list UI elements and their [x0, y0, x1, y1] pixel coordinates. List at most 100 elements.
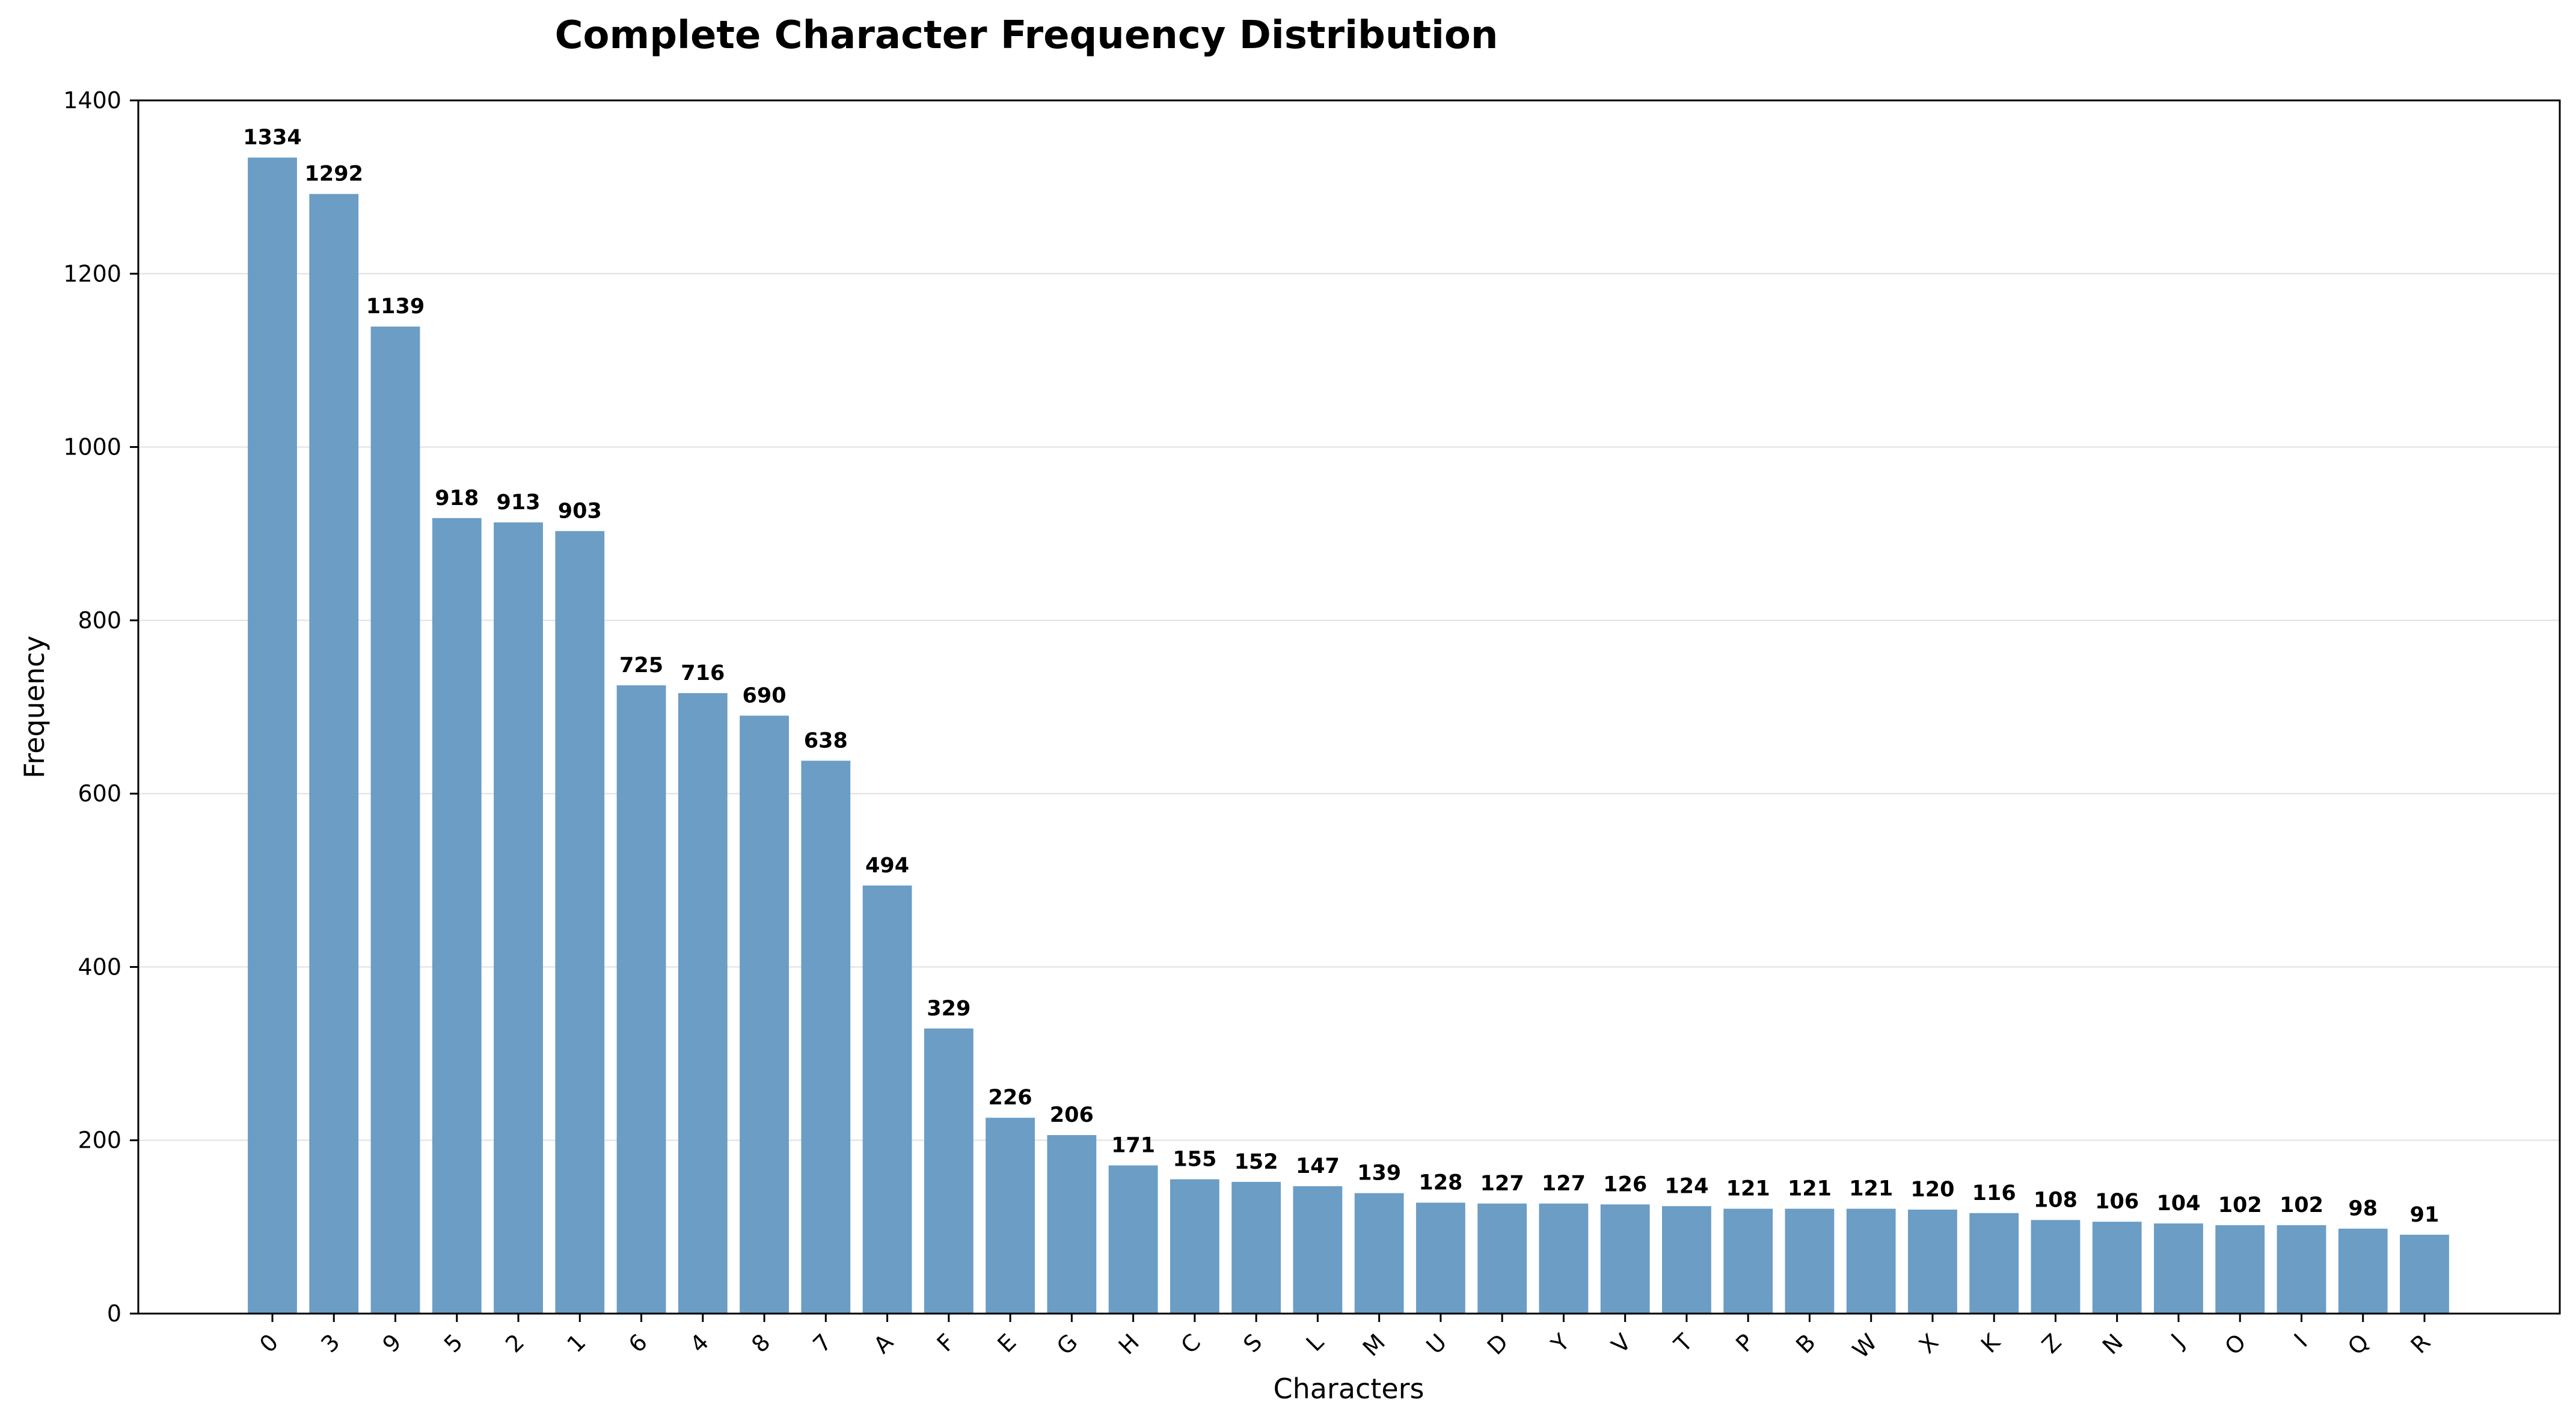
- bar-C: [1170, 1179, 1219, 1314]
- bar-V: [1600, 1204, 1650, 1314]
- x-tick-label: K: [1976, 1328, 2005, 1357]
- bar-value-label: 147: [1296, 1154, 1340, 1178]
- bar-value-label: 102: [2218, 1193, 2262, 1217]
- x-tick-label: 1: [562, 1329, 590, 1357]
- bar-value-label: 913: [496, 491, 540, 515]
- bar-value-label: 226: [989, 1086, 1032, 1110]
- bar-S: [1231, 1181, 1281, 1314]
- bar-Y: [1539, 1203, 1589, 1314]
- x-tick-label: O: [2219, 1329, 2251, 1360]
- x-tick-label: P: [1731, 1329, 1759, 1357]
- x-tick-label: S: [1238, 1329, 1267, 1357]
- bar-value-label: 121: [1849, 1177, 1893, 1201]
- bar-value-label: 128: [1418, 1171, 1462, 1195]
- bar-0: [248, 158, 297, 1314]
- bar-B: [1785, 1208, 1835, 1314]
- bar-E: [986, 1118, 1035, 1314]
- x-tick-label: I: [2289, 1329, 2313, 1352]
- y-axis-ticks: 0 200 400 600 800 1000 1200 1400: [63, 87, 138, 1327]
- x-tick-label: H: [1114, 1329, 1144, 1359]
- bar-value-label: 1334: [243, 126, 301, 150]
- bar-value-label: 106: [2095, 1190, 2139, 1214]
- bar-value-label: 108: [2034, 1188, 2078, 1212]
- x-tick-label: Q: [2343, 1329, 2374, 1360]
- y-tick-label: 1000: [63, 434, 121, 461]
- bar-value-label: 91: [2410, 1203, 2440, 1227]
- bar-J: [2154, 1223, 2203, 1314]
- bar-value-label: 1139: [366, 295, 425, 319]
- bar-L: [1293, 1186, 1343, 1314]
- x-tick-label: C: [1176, 1329, 1206, 1359]
- bar-value-label: 120: [1910, 1178, 1954, 1202]
- x-tick-label: 0: [254, 1329, 283, 1357]
- bar-P: [1723, 1208, 1773, 1314]
- y-tick-label: 400: [78, 953, 121, 980]
- x-tick-label: B: [1791, 1329, 1821, 1359]
- y-tick-label: 200: [78, 1127, 121, 1154]
- x-tick-label: U: [1421, 1329, 1452, 1359]
- bar-value-label: 124: [1664, 1174, 1708, 1198]
- x-tick-label: X: [1914, 1329, 1944, 1359]
- x-tick-label: 3: [316, 1329, 345, 1357]
- x-tick-label: 7: [808, 1329, 836, 1357]
- bar-R: [2400, 1234, 2449, 1314]
- bar-F: [924, 1028, 974, 1314]
- x-tick-label: G: [1052, 1329, 1083, 1360]
- bar-value-label: 152: [1234, 1150, 1278, 1174]
- bar-X: [1908, 1210, 1957, 1314]
- bar-D: [1477, 1203, 1527, 1314]
- x-tick-label: A: [868, 1329, 898, 1358]
- x-tick-label: 8: [746, 1329, 775, 1357]
- bar-7: [801, 760, 851, 1314]
- x-tick-label: 6: [624, 1329, 652, 1357]
- bar-value-label: 104: [2156, 1192, 2200, 1216]
- bar-value-label: 1292: [305, 162, 363, 186]
- bar-value-label: 494: [865, 854, 909, 878]
- bar-value-label: 127: [1542, 1172, 1586, 1196]
- bar-value-label: 98: [2348, 1197, 2378, 1221]
- bar-value-label: 127: [1480, 1172, 1524, 1196]
- bar-O: [2215, 1225, 2265, 1314]
- bar-value-label: 171: [1111, 1134, 1155, 1158]
- bar-value-label: 716: [681, 661, 725, 685]
- bar-2: [494, 522, 543, 1314]
- x-tick-label: D: [1482, 1329, 1513, 1360]
- bar-value-label: 116: [1972, 1181, 2016, 1205]
- bar-value-label: 918: [435, 486, 479, 510]
- y-axis-label: Frequency: [18, 635, 51, 779]
- bar-K: [1969, 1213, 2019, 1314]
- bar-M: [1354, 1193, 1404, 1314]
- x-tick-label: F: [932, 1329, 960, 1357]
- bar-H: [1108, 1165, 1158, 1314]
- bar-value-label: 102: [2280, 1193, 2323, 1217]
- bar-W: [1846, 1208, 1896, 1314]
- plot-frame: [137, 99, 2561, 1315]
- x-tick-label: 4: [685, 1329, 714, 1357]
- bar-8: [740, 715, 789, 1314]
- bar-U: [1415, 1202, 1465, 1314]
- bar-G: [1047, 1135, 1097, 1314]
- y-tick-label: 1400: [63, 87, 121, 114]
- bar-5: [432, 518, 482, 1314]
- bar-3: [309, 194, 359, 1314]
- bar-value-label: 903: [558, 499, 602, 523]
- bar-A: [862, 885, 912, 1314]
- y-tick-label: 1200: [63, 260, 121, 287]
- chart-title: Complete Character Frequency Distributio…: [555, 13, 1498, 58]
- x-tick-label: Y: [1546, 1329, 1575, 1358]
- x-tick-label: 2: [500, 1329, 529, 1357]
- bar-value-label: 329: [927, 997, 971, 1021]
- bar-value-label: 690: [743, 684, 787, 708]
- bar-4: [678, 693, 728, 1314]
- bar-1: [555, 531, 605, 1314]
- x-tick-label: M: [1358, 1329, 1390, 1361]
- bar-6: [616, 685, 666, 1314]
- x-tick-label: Z: [2037, 1329, 2067, 1359]
- y-tick-label: 600: [78, 780, 121, 807]
- x-tick-label: L: [1301, 1329, 1329, 1356]
- bar-I: [2277, 1225, 2326, 1314]
- x-axis-label: Characters: [1273, 1373, 1424, 1405]
- x-tick-label: N: [2097, 1329, 2128, 1359]
